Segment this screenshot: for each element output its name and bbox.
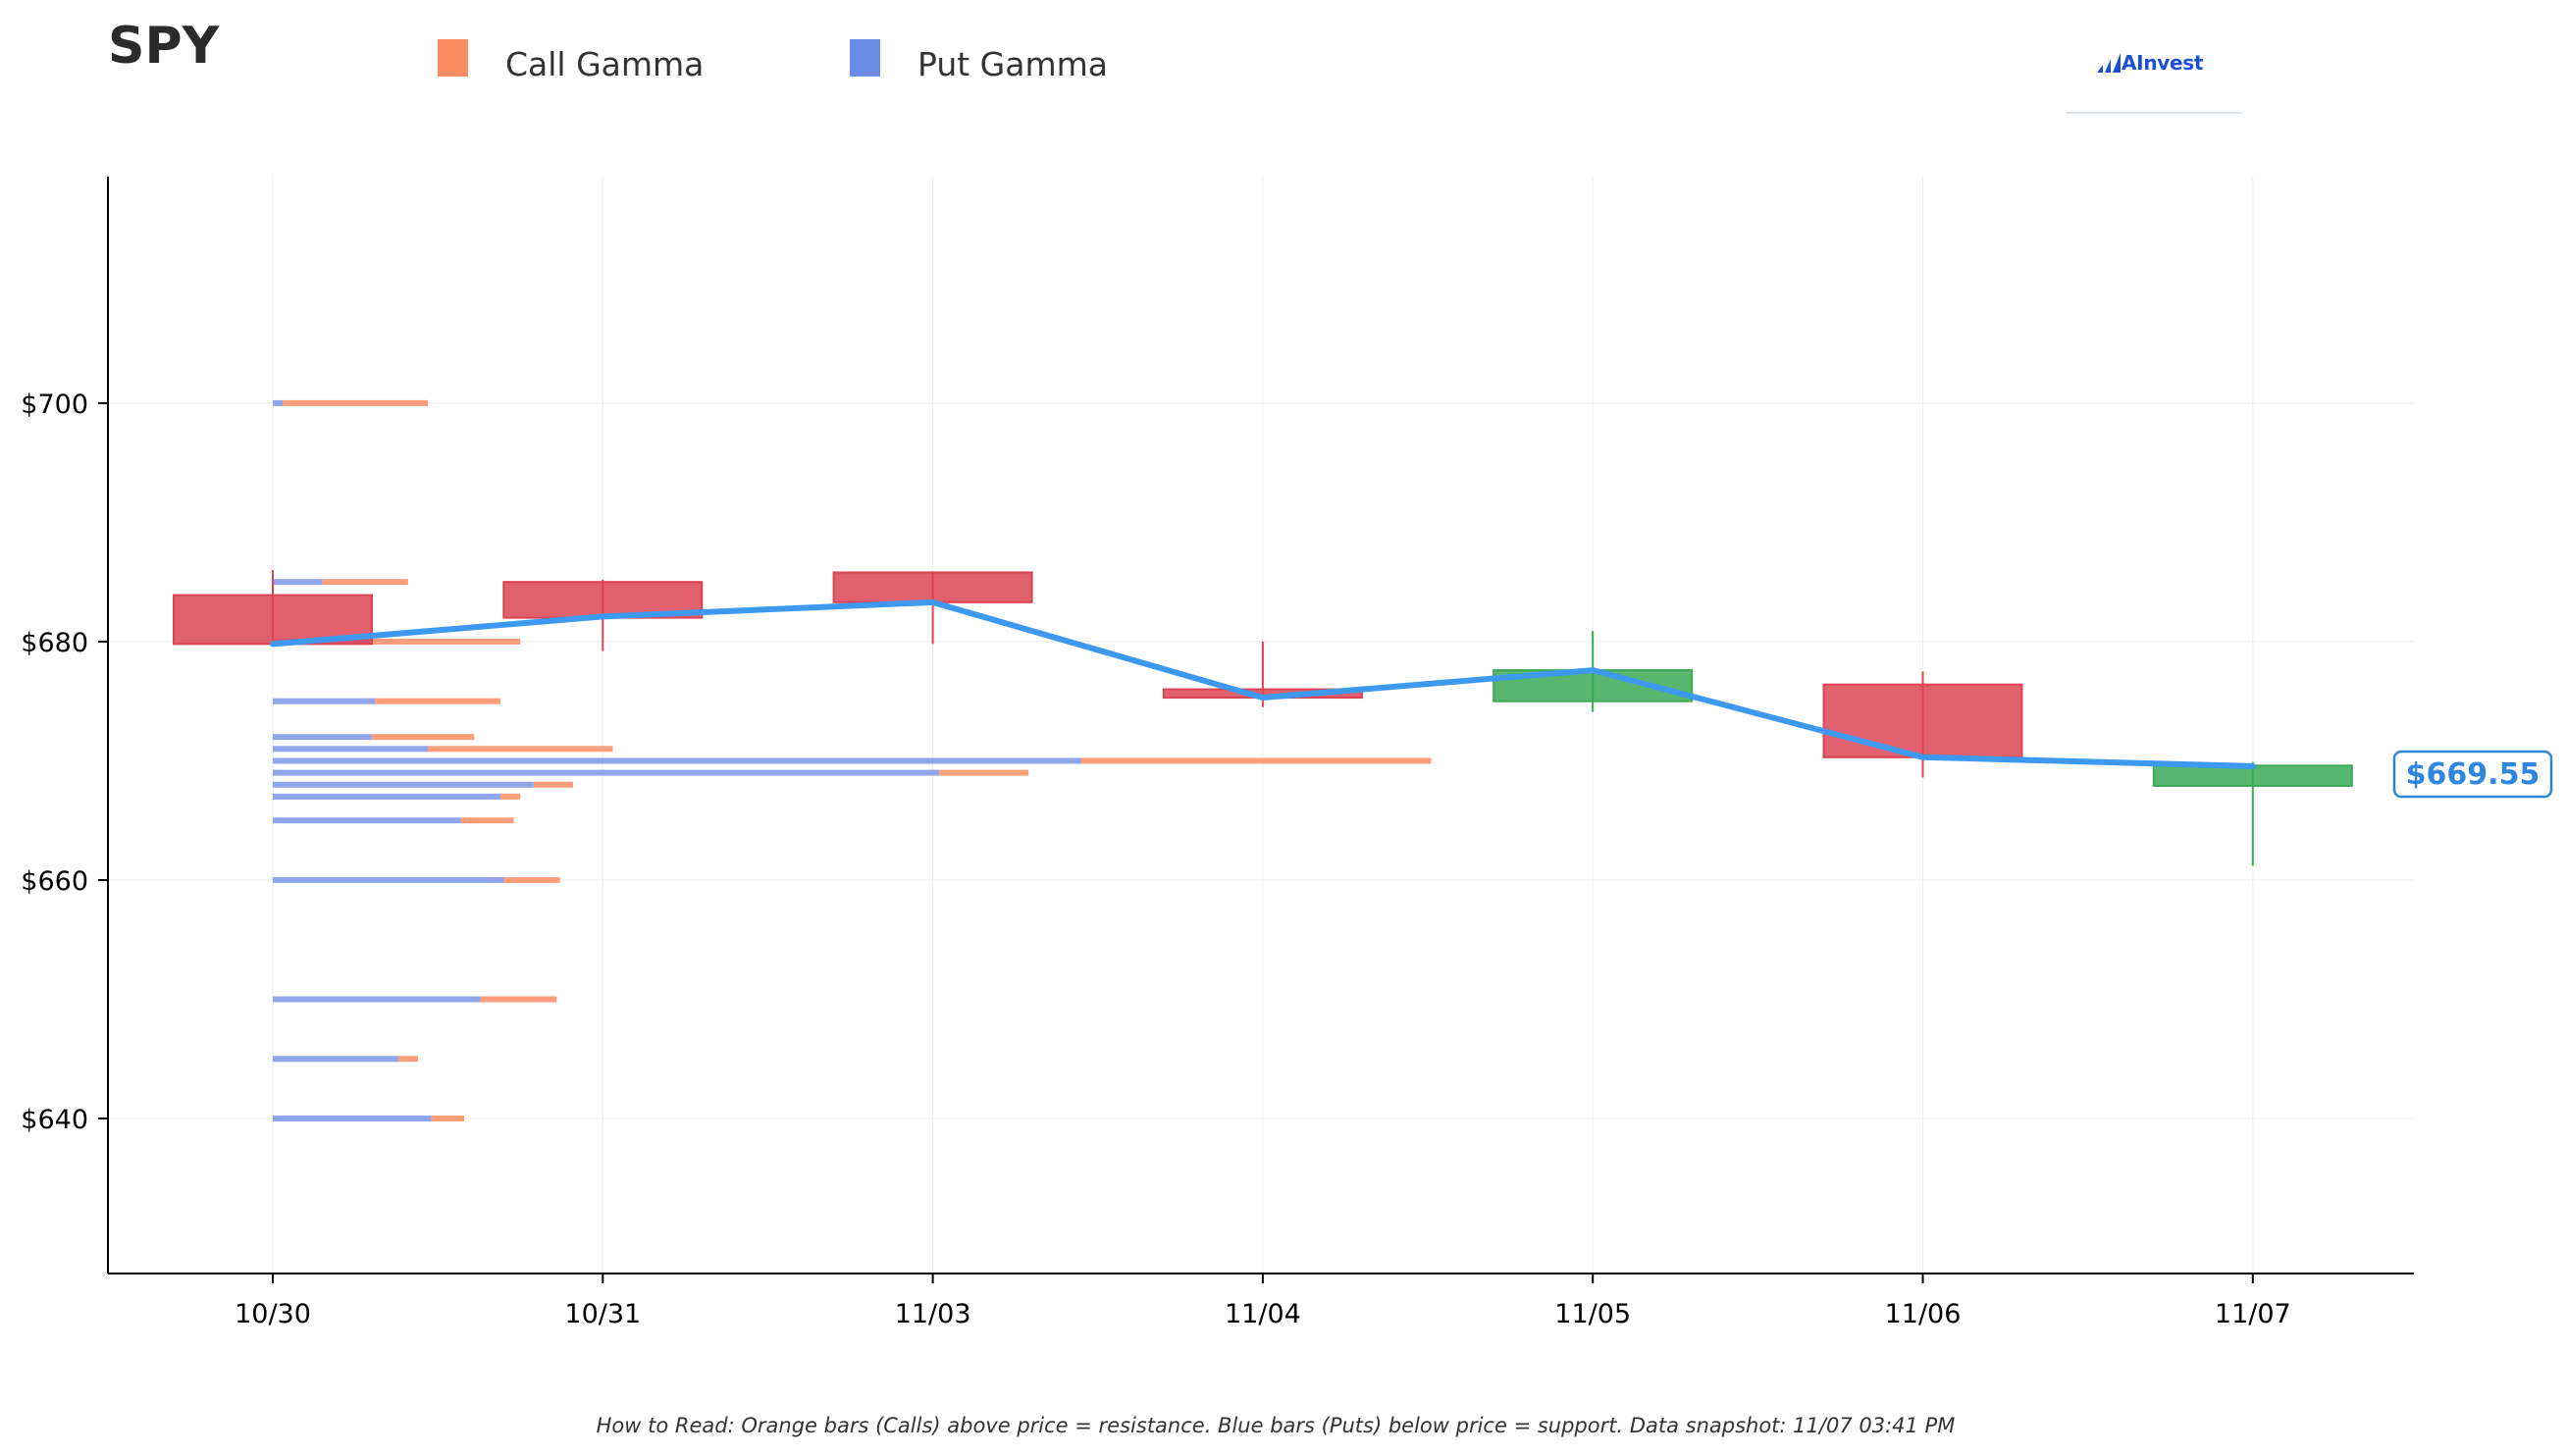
x-tick-label: 11/04: [1225, 1299, 1301, 1329]
ainvest-logo-icon: [2097, 53, 2121, 73]
axes: $640 $660 $680 $700 10/30 10/31 11/03 11/04 11/0…: [21, 177, 2414, 1329]
candles: [173, 570, 2353, 866]
put-gamma-bar: [273, 757, 1081, 764]
x-tick-label: 10/31: [564, 1299, 641, 1329]
call-gamma-bar: [428, 746, 613, 753]
call-gamma-bar: [375, 698, 501, 704]
x-tick-label: 11/05: [1554, 1299, 1631, 1329]
y-tick-label: $640: [21, 1105, 88, 1135]
put-gamma-bar: [273, 793, 501, 800]
candle-body: [1822, 683, 2023, 758]
put-gamma-bar: [273, 996, 481, 1003]
y-tick-label: $660: [21, 866, 88, 897]
call-gamma-bar: [371, 638, 521, 645]
put-gamma-bar: [273, 698, 376, 704]
call-gamma-bar: [322, 579, 408, 586]
put-gamma-bar: [273, 1056, 398, 1063]
put-gamma-bar: [273, 1116, 432, 1122]
put-gamma-bar: [273, 876, 504, 883]
call-gamma-bar: [283, 399, 429, 406]
legend-put-swatch: [850, 39, 880, 77]
price-line-layer: [270, 598, 2256, 769]
brand-underline: [2066, 112, 2242, 114]
call-gamma-bar: [500, 793, 521, 800]
call-gamma-bar: [371, 734, 475, 741]
call-gamma-bar: [431, 1116, 465, 1122]
call-gamma-bar: [533, 781, 574, 788]
brand-name: AInvest: [2122, 51, 2204, 75]
x-tick-label: 11/03: [895, 1299, 971, 1329]
x-tick-label: 11/06: [1885, 1299, 1962, 1329]
gamma-bars: [273, 399, 1432, 1122]
brand-logo[interactable]: AInvest: [2066, 39, 2242, 114]
put-gamma-bar: [273, 579, 323, 586]
grid-lines: [108, 177, 2414, 1274]
x-tick-label: 11/07: [2215, 1299, 2291, 1329]
legend-put-label: Put Gamma: [917, 45, 1108, 83]
call-gamma-bar: [503, 876, 560, 883]
put-gamma-bar: [273, 769, 940, 776]
put-gamma-bar: [273, 746, 429, 753]
chart-title: SPY: [108, 17, 221, 76]
current-price-box: [2392, 750, 2553, 799]
call-gamma-bar: [397, 1056, 418, 1063]
candle-body: [832, 571, 1033, 603]
y-tick-label: $680: [21, 628, 88, 658]
current-price-label: $669.55: [2406, 757, 2541, 792]
call-gamma-bar: [460, 817, 514, 824]
put-gamma-bar: [273, 817, 461, 824]
footer-note: How to Read: Orange bars (Calls) above p…: [597, 1414, 1956, 1437]
current-price-tag: $669.55: [2392, 750, 2553, 799]
put-gamma-bar: [273, 399, 284, 406]
legend-call-label: Call Gamma: [505, 45, 704, 83]
call-gamma-bar: [1080, 757, 1432, 764]
call-gamma-bar: [480, 996, 557, 1003]
put-gamma-bar: [273, 781, 534, 788]
call-gamma-bar: [939, 769, 1029, 776]
put-gamma-bar: [273, 734, 372, 741]
legend: Call Gamma Put Gamma: [438, 39, 1108, 83]
price-line: [270, 598, 2256, 769]
y-tick-label: $700: [21, 390, 88, 420]
x-tick-label: 10/30: [235, 1299, 311, 1329]
legend-call-swatch: [438, 39, 468, 77]
